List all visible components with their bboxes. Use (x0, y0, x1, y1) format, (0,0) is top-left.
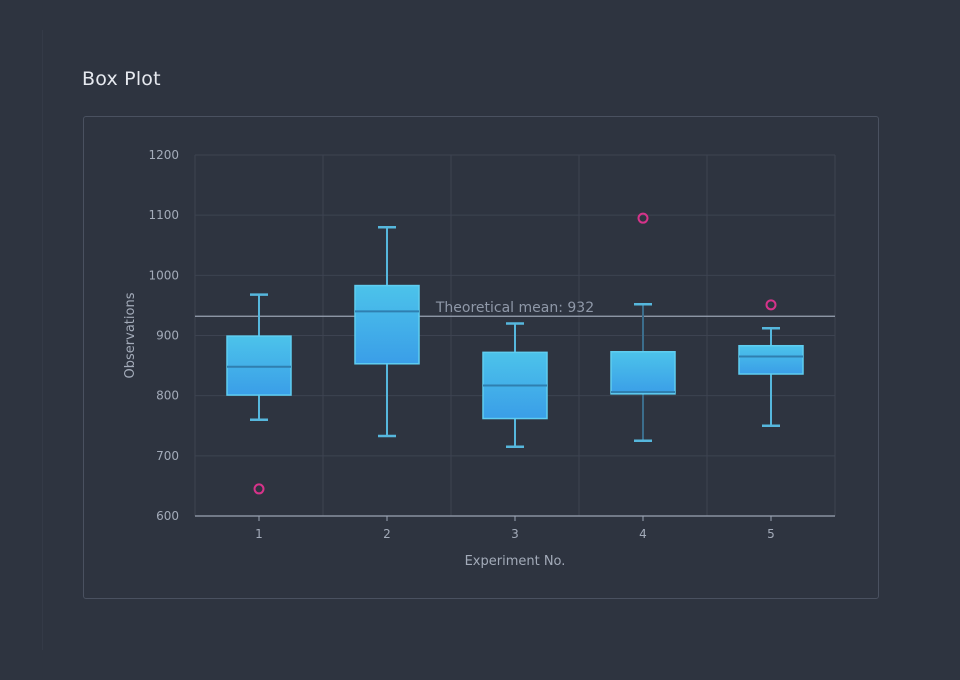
reference-line-label: Theoretical mean: 932 (435, 300, 594, 316)
x-tick-label: 3 (511, 527, 519, 541)
box-group-3 (482, 322, 548, 449)
axis-labels: Experiment No. Observations (123, 292, 565, 569)
x-tick-label: 2 (383, 527, 391, 541)
grid-lines (194, 154, 836, 516)
box-group-4 (610, 212, 676, 443)
box-group-5 (738, 299, 804, 427)
outlier-point (637, 212, 649, 224)
reference-line-group: Theoretical mean: 932 (195, 300, 835, 317)
box-group-1 (226, 293, 292, 495)
box-iqr (610, 350, 676, 395)
y-tick-label: 800 (156, 389, 179, 403)
y-axis-title: Observations (123, 292, 138, 378)
y-tick-label: 1100 (148, 208, 179, 222)
axes: 600 700 800 900 1000 1100 1200 1 2 3 4 5 (148, 148, 835, 541)
boxes (226, 212, 804, 495)
y-tick-label: 600 (156, 509, 179, 523)
box-plot-chart: 600 700 800 900 1000 1100 1200 1 2 3 4 5 Theoretica… (123, 148, 836, 569)
page-title: Box Plot (82, 68, 161, 90)
outlier-point (253, 483, 265, 495)
y-tick-label: 700 (156, 449, 179, 463)
x-tick-label: 1 (255, 527, 263, 541)
chart-card: 600 700 800 900 1000 1100 1200 1 2 3 4 5 Theoretica… (83, 116, 879, 599)
box-iqr (226, 335, 292, 396)
y-tick-label: 900 (156, 329, 179, 343)
box-iqr (354, 284, 420, 365)
box-group-2 (354, 225, 420, 438)
y-tick-label: 1200 (148, 148, 179, 162)
y-tick-label: 1000 (148, 268, 179, 282)
x-axis-title: Experiment No. (465, 554, 566, 569)
outlier-point (765, 299, 777, 311)
box-iqr (738, 344, 804, 375)
left-divider (42, 30, 43, 650)
x-tick-label: 4 (639, 527, 647, 541)
x-tick-label: 5 (767, 527, 775, 541)
